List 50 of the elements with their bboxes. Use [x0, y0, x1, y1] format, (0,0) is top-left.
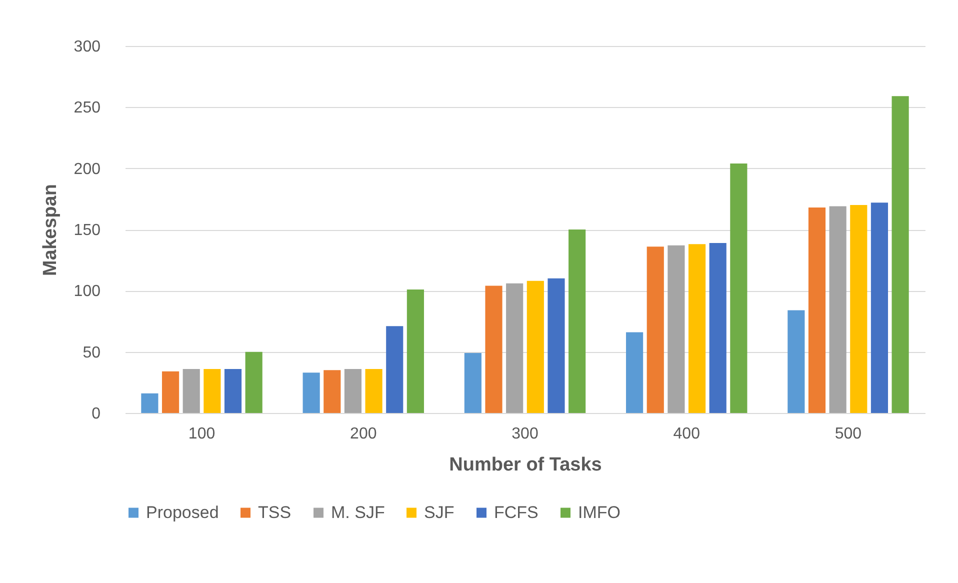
legend-label: SJF [424, 502, 454, 522]
bar [204, 368, 221, 413]
bar [224, 368, 242, 413]
bar [709, 242, 726, 413]
bar [646, 246, 664, 413]
y-tick-label: 100 [74, 283, 101, 300]
y-tick-label: 150 [74, 222, 101, 239]
y-tick-label: 0 [92, 406, 101, 422]
y-tick-label: 200 [74, 160, 101, 178]
bar [850, 205, 868, 413]
bar [788, 310, 805, 413]
y-tick-label: 300 [74, 38, 101, 56]
bar [730, 163, 748, 413]
y-tick-label: 250 [74, 100, 101, 117]
legend-label: IMFO [578, 502, 620, 522]
bar [344, 368, 362, 413]
bar [406, 289, 424, 413]
bar [182, 368, 200, 413]
y-tick-label: 50 [82, 344, 101, 362]
bar [485, 286, 502, 413]
bar [162, 371, 180, 413]
x-tick-label: 200 [350, 426, 377, 442]
x-tick-label: 100 [188, 426, 216, 442]
legend-label: FCFS [494, 502, 538, 522]
bar [548, 278, 565, 413]
bar [506, 283, 524, 413]
legend-label: M. SJF [331, 502, 385, 522]
bar [829, 206, 846, 413]
bar [626, 332, 644, 413]
bar [386, 326, 404, 413]
bar [568, 230, 586, 413]
bar [526, 280, 544, 413]
x-axis-title: Number of Tasks [449, 454, 602, 476]
legend-label: TSS [258, 502, 292, 522]
y-axis-title: Makespan [40, 184, 61, 276]
bar [141, 393, 158, 413]
x-tick-label: 400 [673, 426, 700, 442]
bar [302, 372, 320, 413]
x-tick-label: 300 [512, 426, 538, 442]
legend-label: Proposed [146, 502, 219, 522]
bar [892, 96, 909, 413]
bar [668, 245, 685, 413]
bar [870, 202, 888, 413]
x-tick-label: 500 [834, 426, 862, 442]
bar [245, 352, 262, 413]
bar [365, 368, 382, 413]
bar [688, 244, 706, 413]
bar [324, 370, 341, 413]
bar [464, 353, 482, 413]
bar [808, 207, 826, 413]
